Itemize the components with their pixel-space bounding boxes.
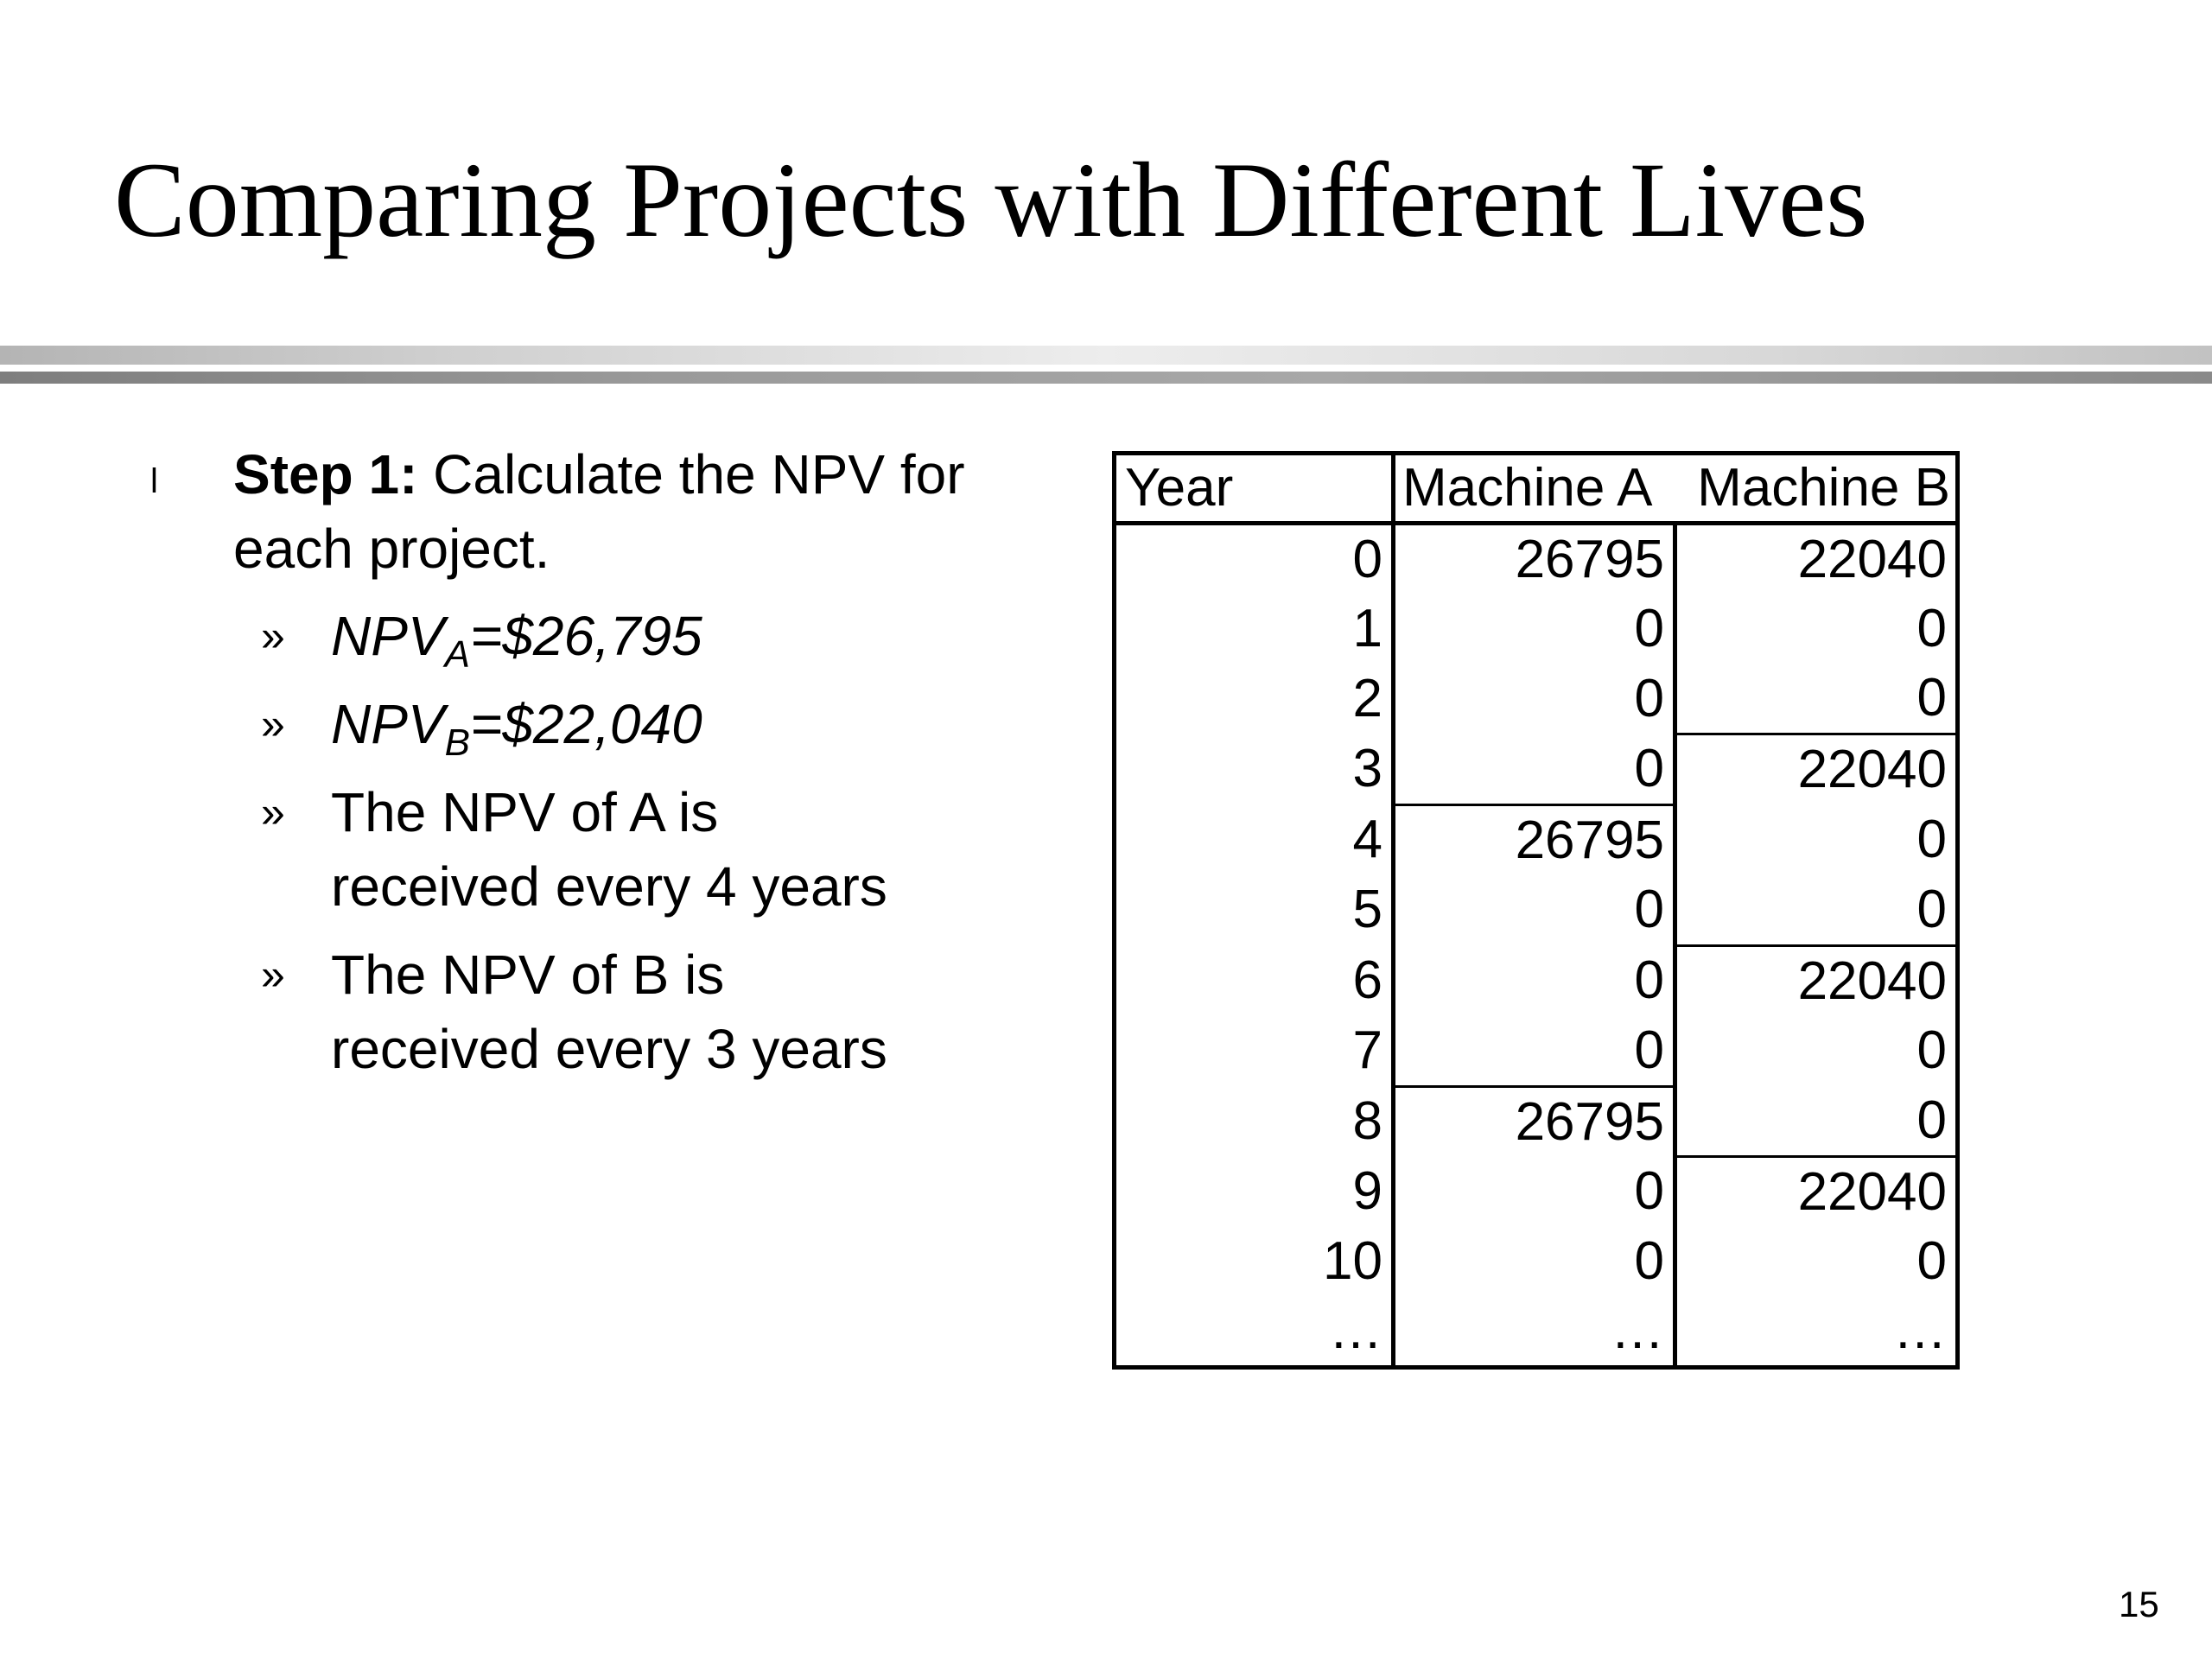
cell-machine-a: 0 [1393, 594, 1677, 664]
cell-machine-b: 22040 [1675, 944, 1958, 1016]
bullet-marker: l [150, 462, 158, 500]
table-row: 8 26795 0 [1114, 1084, 1958, 1157]
cell-machine-a: 0 [1393, 664, 1677, 734]
table-body: 0 26795 22040 1 0 0 2 0 0 3 0 22040 4 26795 0 5 0 0 6 0 2204… [1114, 523, 1958, 1368]
table-row: 10 0 0 [1114, 1227, 1958, 1296]
title-divider-light [0, 346, 2212, 365]
note-a-line2: received every 4 years [331, 855, 887, 918]
table-header-row: Year Machine A Machine B [1114, 453, 1958, 525]
npv-cashflow-table: Year Machine A Machine B 0 26795 22040 1 0 0 2… [1112, 451, 1960, 1370]
npv-a-prefix: NPV [331, 605, 445, 667]
step-description: Calculate the NPV for each project. [233, 443, 965, 580]
cell-year: 9 [1114, 1156, 1395, 1227]
table-row: 9 0 22040 [1114, 1155, 1958, 1227]
note-b-line1: The NPV of B is [331, 944, 725, 1006]
cell-year: 6 [1114, 945, 1395, 1016]
header-machine-b: Machine B [1675, 453, 1958, 525]
cell-machine-b: 0 [1916, 1020, 1947, 1081]
cell-machine-b: 0 [1916, 1231, 1947, 1291]
cell-machine-b: 22040 [1797, 530, 1947, 589]
step-label: Step 1: [233, 443, 418, 505]
cell-machine-b: … [1893, 1300, 1947, 1360]
cell-machine-a: 0 [1393, 1227, 1677, 1296]
sub-bullet-marker: » [261, 700, 285, 748]
slide-title: Comparing Projects with Different Lives [114, 141, 1868, 259]
cell-year: 8 [1114, 1086, 1395, 1157]
cell-machine-a: 0 [1393, 1015, 1677, 1086]
cell-machine-b: 22040 [1675, 733, 1958, 804]
sub-bullet-marker: » [261, 788, 285, 836]
cell-year: 10 [1114, 1227, 1395, 1296]
cell-machine-a: 26795 [1393, 1084, 1677, 1157]
cell-year: … [1114, 1296, 1395, 1368]
table-row: 4 26795 0 [1114, 803, 1958, 875]
npv-b-value: =$22,040 [469, 693, 702, 755]
cell-year: 7 [1114, 1015, 1395, 1086]
header-machine-a: Machine A [1393, 453, 1675, 525]
cell-machine-a: … [1393, 1296, 1677, 1368]
npv-a-value: =$26,795 [469, 605, 702, 667]
npv-b-subscript: B [444, 721, 470, 764]
sub-bullet-marker: » [261, 950, 285, 999]
npv-b-formula: NPVB=$22,040 [331, 687, 1039, 764]
table-row: 6 0 22040 [1114, 944, 1958, 1016]
cell-machine-a: 0 [1393, 945, 1677, 1016]
cell-year: 0 [1114, 523, 1395, 594]
note-a-line1: The NPV of A is [331, 781, 719, 843]
cell-machine-b: 0 [1916, 809, 1947, 869]
cell-machine-a: 0 [1393, 734, 1677, 804]
sub-bullet-marker: » [261, 612, 285, 660]
title-divider-dark [0, 372, 2212, 384]
table-row: 0 26795 22040 [1114, 523, 1958, 594]
cell-year: 3 [1114, 734, 1395, 804]
cell-machine-b: 0 [1916, 879, 1947, 939]
cell-machine-a: 26795 [1393, 523, 1677, 594]
header-year: Year [1114, 453, 1395, 525]
cell-machine-a: 26795 [1393, 803, 1677, 875]
cell-year: 1 [1114, 594, 1395, 664]
cell-year: 2 [1114, 664, 1395, 734]
cell-machine-b: 0 [1916, 1090, 1947, 1150]
cell-machine-b: 22040 [1675, 1155, 1958, 1227]
cell-year: 4 [1114, 804, 1395, 875]
cell-machine-a: 0 [1393, 874, 1677, 945]
table-row: ……… [1114, 1296, 1958, 1368]
note-b-line2: received every 3 years [331, 1018, 887, 1080]
cell-machine-a: 0 [1393, 1156, 1677, 1227]
table-row: 3 0 22040 [1114, 733, 1958, 804]
cell-machine-b: 0 [1916, 668, 1947, 728]
npv-a-formula: NPVA=$26,795 [331, 599, 1039, 676]
npv-b-prefix: NPV [331, 693, 445, 755]
npv-a-subscript: A [444, 633, 470, 676]
cell-machine-b: 0 [1916, 599, 1947, 658]
step-1-bullet: Step 1: Calculate the NPV for each proje… [233, 437, 1011, 586]
cell-year: 5 [1114, 874, 1395, 945]
page-number: 15 [2119, 1584, 2159, 1624]
